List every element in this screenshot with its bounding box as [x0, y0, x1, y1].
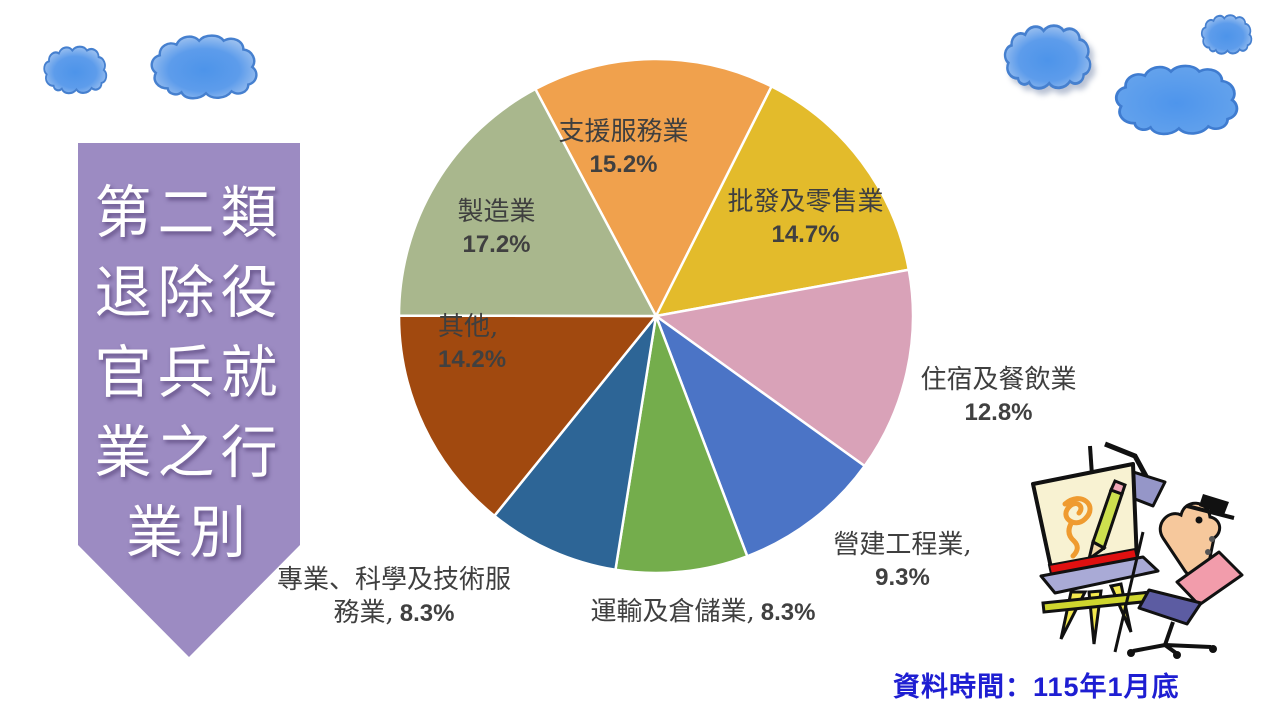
pie-label-transport-warehousing: 運輸及倉儲業, 8.3%	[590, 597, 816, 627]
banner-arrow-shape	[78, 143, 300, 657]
pie-slice-運輸及倉儲業	[614, 314, 749, 575]
title-line: 官兵就	[94, 340, 284, 406]
eye-icon	[1195, 516, 1203, 524]
title-banner: 第二類 退除役 官兵就 業之行 業別	[78, 143, 300, 657]
artist-at-easel-clipart	[1031, 441, 1244, 659]
sketchbook	[1175, 550, 1244, 607]
pie-slice-營建工程業	[654, 314, 866, 558]
data-date-footnote: 資料時間：115年1月底	[893, 672, 1180, 702]
spiral-doodle	[1062, 496, 1093, 559]
slide-title: 第二類 退除役 官兵就 業之行 業別	[78, 173, 300, 573]
hat-icon	[1199, 494, 1229, 515]
title-line: 第二類	[94, 180, 284, 246]
title-line: 業別	[126, 500, 252, 566]
pie-label-accommodation-food: 住宿及餐飲業 12.8%	[920, 365, 1077, 426]
title-line: 退除役	[94, 260, 284, 326]
cloud-icon	[1114, 64, 1239, 136]
sketchbook-stand	[1113, 531, 1244, 659]
cloud-icon	[43, 45, 108, 95]
cloud-icon	[1200, 14, 1253, 55]
pie-slice-支援服務業	[534, 57, 773, 318]
pie-label-professional-scientific: 專業、科學及技術服 務業, 8.3%	[276, 565, 511, 628]
cloud-icon	[1003, 24, 1092, 90]
pie-label-construction: 營建工程業, 9.3%	[833, 530, 972, 591]
easel-legs	[1039, 555, 1160, 645]
pie-slice-製造業	[397, 87, 658, 318]
title-line: 業之行	[94, 420, 284, 486]
pie-label-wholesale-retail: 批發及零售業 14.7%	[727, 187, 884, 248]
pencil-icon	[1086, 479, 1127, 563]
pie-chart	[397, 57, 915, 575]
pie-slice-住宿及餐飲業	[654, 268, 915, 468]
pie-label-support-services: 支援服務業 15.2%	[558, 117, 689, 178]
pie-label-others: 其他, 14.2%	[438, 312, 507, 373]
pie-slice-批發及零售業	[654, 85, 911, 318]
easel-canvas	[1031, 462, 1139, 579]
easel-tray	[1039, 555, 1160, 595]
pie-slice-專業、科學及技術服務業	[493, 314, 658, 572]
pie-slice-其他	[397, 314, 658, 518]
cloud-icon	[150, 34, 258, 100]
pie-label-manufacturing: 製造業 17.2%	[457, 197, 536, 258]
